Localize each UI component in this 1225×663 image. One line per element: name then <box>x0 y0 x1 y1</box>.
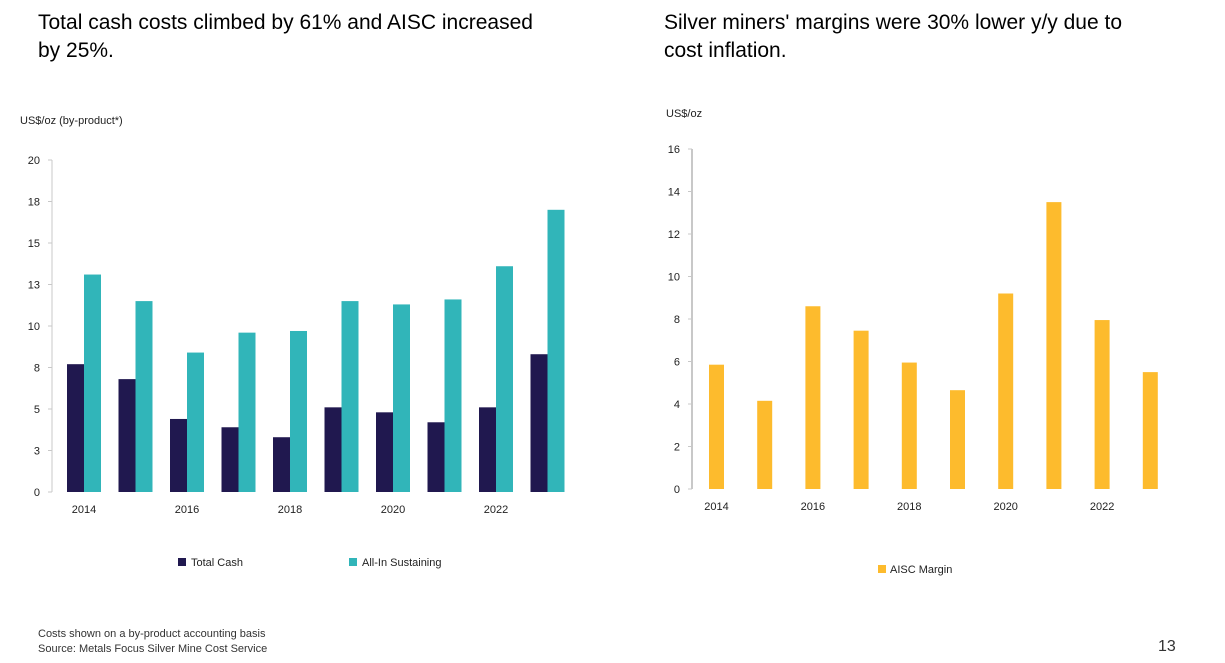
footnote: Costs shown on a by-product accounting b… <box>38 628 266 640</box>
bar-aisc-margin-2022 <box>1094 320 1110 489</box>
headline-left: Total cash costs climbed by 61% and AISC… <box>38 11 533 62</box>
y-tick-label: 12 <box>668 229 680 241</box>
bar-aisc-margin-2021 <box>1046 202 1062 489</box>
bar-total-cash-2017 <box>221 427 239 492</box>
y-tick-label: 0 <box>34 487 40 499</box>
x-tick-label: 2020 <box>993 501 1017 513</box>
bar-aisc-margin-2016 <box>805 306 821 489</box>
bar-total-cash-2023 <box>530 354 548 492</box>
x-tick-label: 2022 <box>1090 501 1114 513</box>
x-tick-label: 2016 <box>801 501 825 513</box>
y-tick-label: 5 <box>34 404 40 416</box>
y-tick-label: 10 <box>28 321 40 333</box>
y-tick-label: 15 <box>28 238 40 250</box>
bar-aisc-margin-2020 <box>998 293 1014 489</box>
bar-total-cash-2020 <box>376 412 393 492</box>
x-tick-label: 2014 <box>704 501 728 513</box>
bar-total-cash-2019 <box>324 407 342 492</box>
y-tick-label: 2 <box>674 442 680 454</box>
y-tick-label: 3 <box>34 446 40 458</box>
bar-total-cash-2022 <box>479 407 496 492</box>
bar-total-cash-2015 <box>118 379 136 492</box>
x-tick-label: 2016 <box>175 504 199 516</box>
bar-all-in-sustaining-2019 <box>341 301 359 492</box>
bar-aisc-margin-2019 <box>950 390 965 489</box>
bar-all-in-sustaining-2017 <box>238 332 256 492</box>
legend: AISC Margin <box>878 564 952 576</box>
y-tick-label: 8 <box>674 314 680 326</box>
y-axis-label: US$/oz (by-product*) <box>20 115 123 127</box>
bar-aisc-margin-2018 <box>901 362 917 489</box>
bar-all-in-sustaining-2023 <box>547 209 565 493</box>
x-tick-label: 2014 <box>72 504 96 516</box>
source-note: Source: Metals Focus Silver Mine Cost Se… <box>38 643 268 655</box>
x-tick-label: 2022 <box>484 504 508 516</box>
page-number: 13 <box>1158 638 1176 655</box>
margin-chart: US$/oz 0 2 4 6 8 10 12 14 16 2014 2016 2018 2020 202… <box>666 108 1158 576</box>
legend-swatch-all-in-sustaining <box>349 558 357 566</box>
bar-all-in-sustaining-2022 <box>496 266 513 492</box>
legend-label-total-cash: Total Cash <box>191 557 243 569</box>
y-tick-label: 16 <box>668 144 680 156</box>
y-tick-label: 8 <box>34 363 40 375</box>
bar-all-in-sustaining-2018 <box>290 330 307 492</box>
legend-label-all-in-sustaining: All-In Sustaining <box>362 557 442 569</box>
x-tick-label: 2018 <box>278 504 302 516</box>
bar-all-in-sustaining-2014 <box>84 274 101 492</box>
y-tick-label: 13 <box>28 280 40 292</box>
bar-aisc-margin-2017 <box>853 330 869 489</box>
x-tick-label: 2018 <box>897 501 921 513</box>
bar-total-cash-2021 <box>427 422 445 492</box>
y-tick-label: 10 <box>668 272 680 284</box>
y-axis-label: US$/oz <box>666 108 702 120</box>
legend-label-aisc-margin: AISC Margin <box>890 564 952 576</box>
bar-aisc-margin-2023 <box>1142 372 1158 489</box>
bar-total-cash-2018 <box>273 437 290 492</box>
legend-swatch-aisc-margin <box>878 565 886 573</box>
y-tick-label: 18 <box>28 197 40 209</box>
bar-all-in-sustaining-2020 <box>393 304 410 492</box>
bar-total-cash-2014 <box>67 364 84 492</box>
headline-right: Silver miners' margins were 30% lower y/… <box>664 11 1123 62</box>
bar-aisc-margin-2014 <box>709 364 724 489</box>
bar-all-in-sustaining-2015 <box>135 301 153 492</box>
bar-total-cash-2016 <box>170 418 187 492</box>
y-tick-label: 0 <box>674 484 680 496</box>
legend-swatch-total-cash <box>178 558 186 566</box>
y-tick-label: 14 <box>668 187 680 199</box>
bar-aisc-margin-2015 <box>757 400 773 489</box>
y-tick-label: 4 <box>674 399 680 411</box>
x-tick-label: 2020 <box>381 504 405 516</box>
y-tick-label: 6 <box>674 357 680 369</box>
cost-chart: US$/oz (by-product*) 0 3 5 8 10 13 15 18 20 2014… <box>20 115 565 569</box>
bar-all-in-sustaining-2016 <box>187 352 204 492</box>
legend: Total Cash All-In Sustaining <box>178 557 442 569</box>
y-tick-label: 20 <box>28 155 40 167</box>
bar-all-in-sustaining-2021 <box>444 299 462 492</box>
